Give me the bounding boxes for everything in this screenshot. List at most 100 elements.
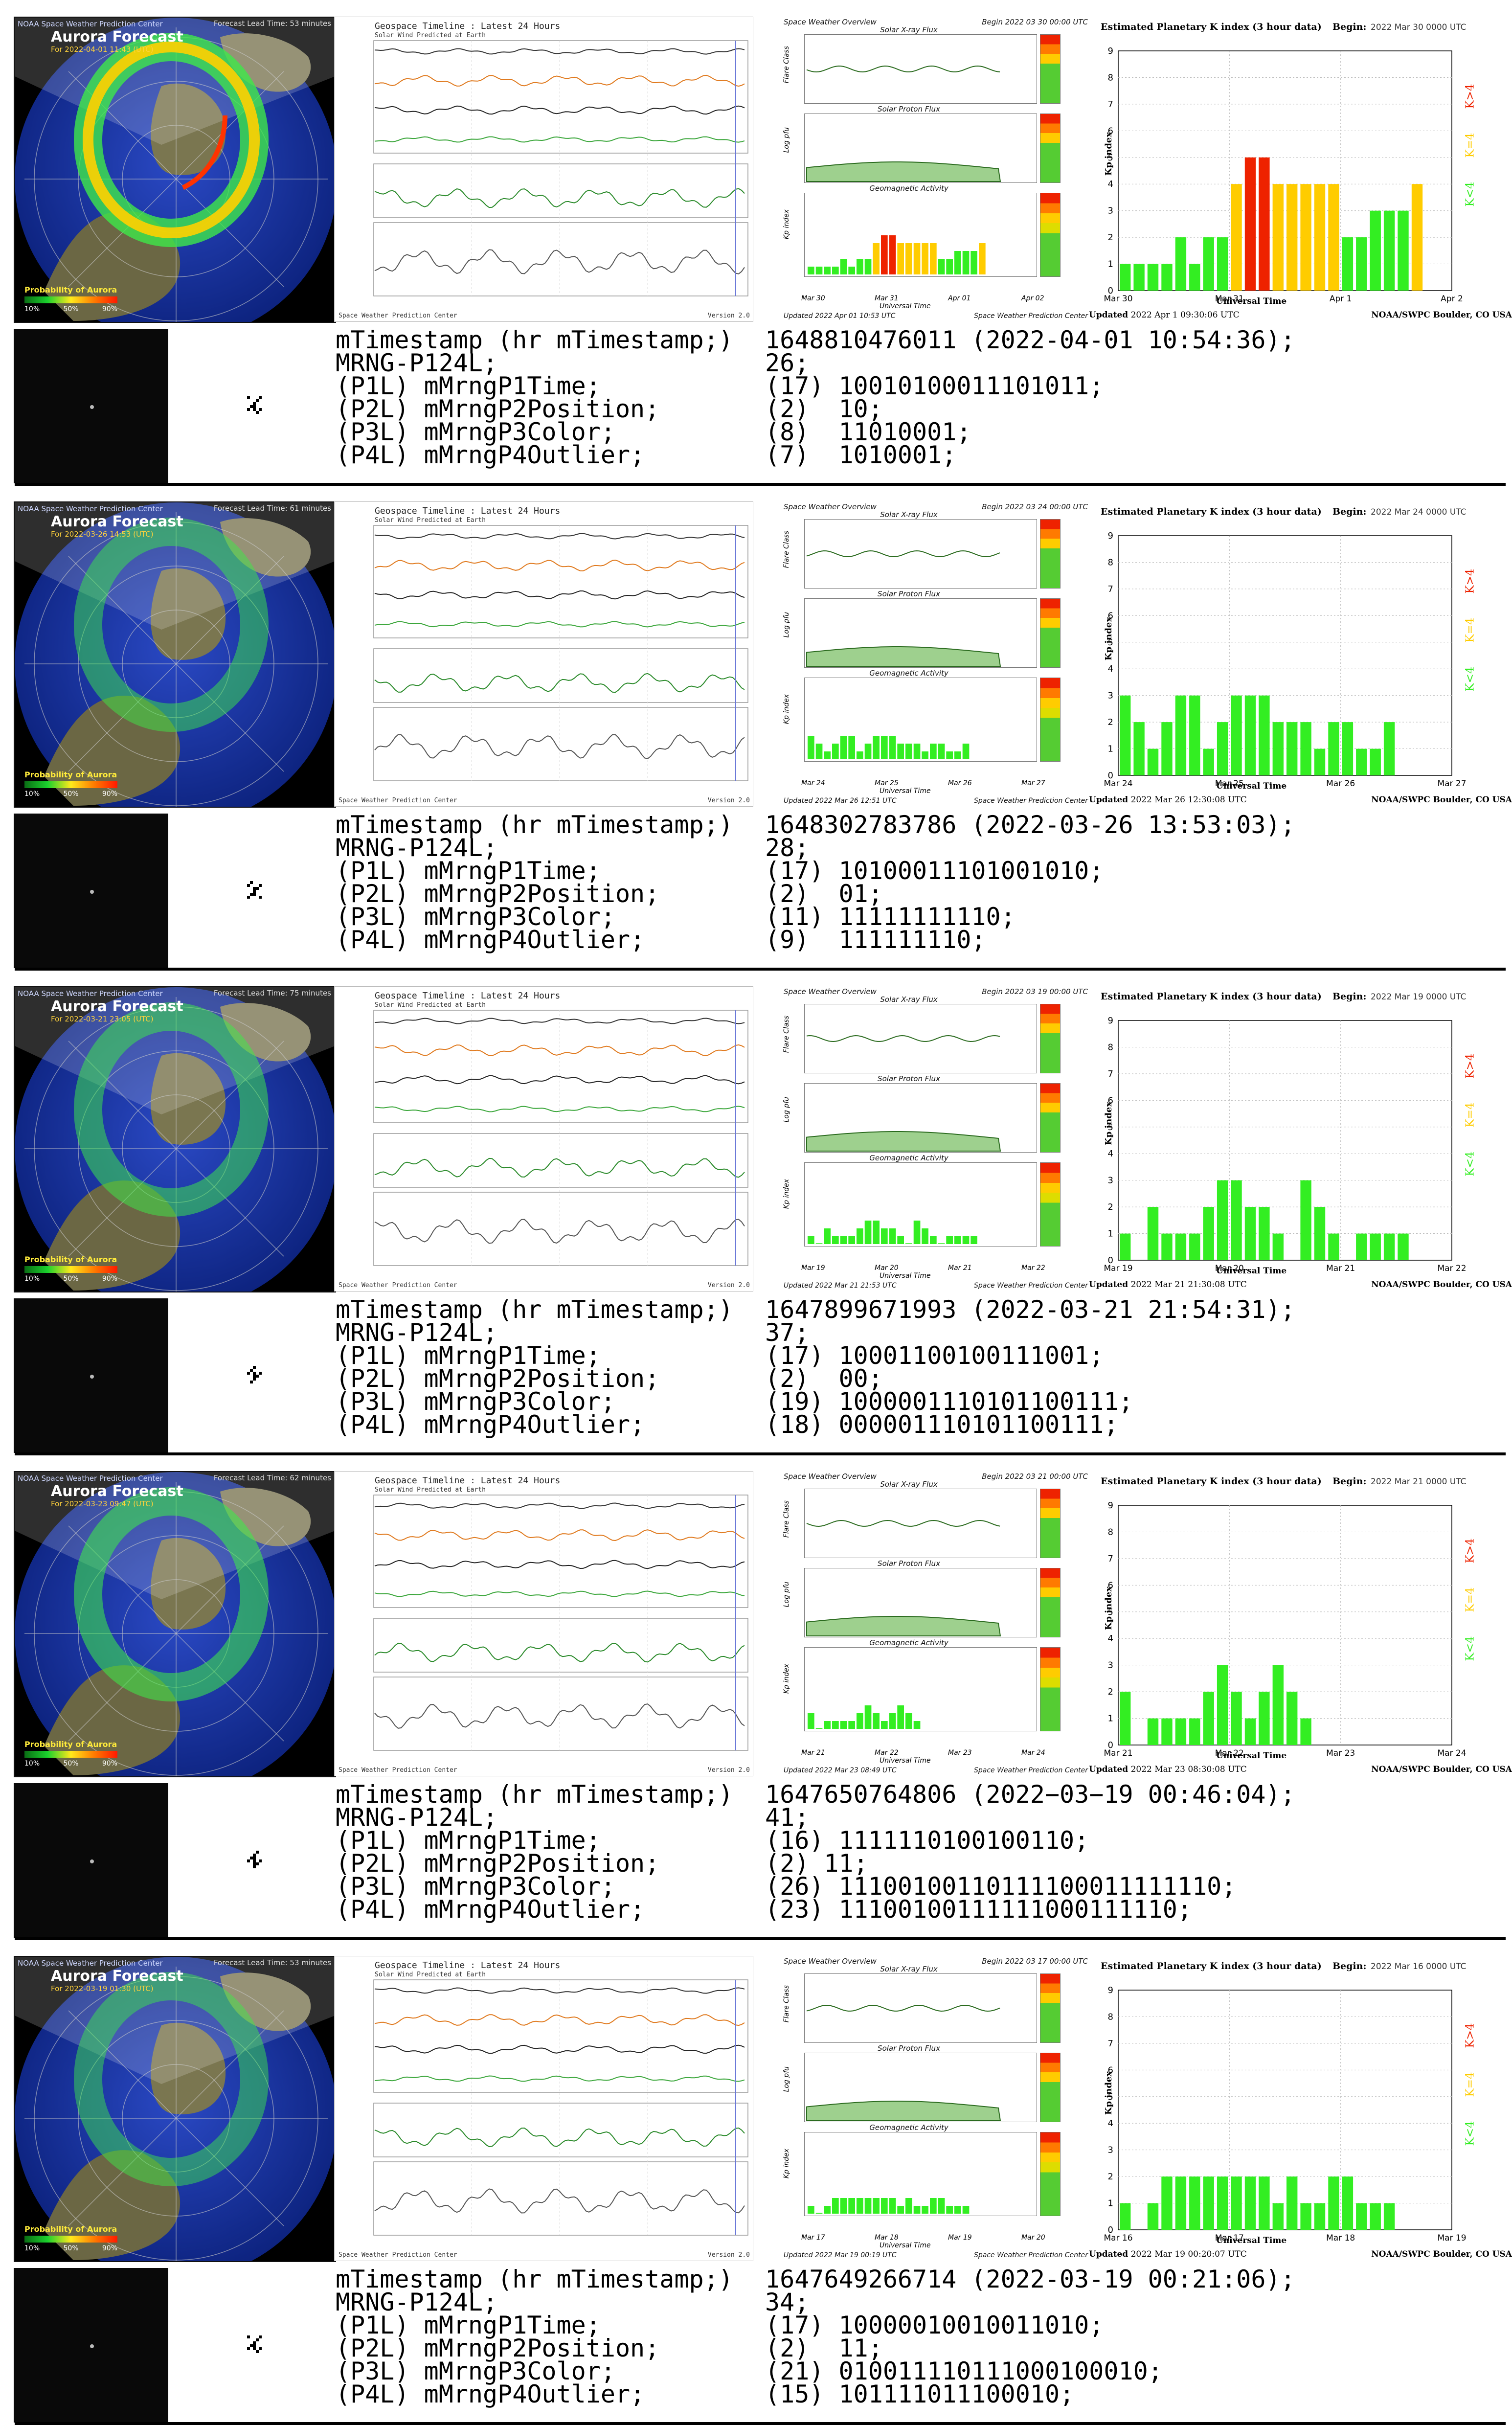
proton-plot	[804, 598, 1037, 668]
sw-begin: Begin 2022 03 24 00:00 UTC	[982, 502, 1088, 511]
probability-ticks: 10% 50% 90%	[24, 1760, 117, 1768]
kp-bar	[1356, 2203, 1367, 2230]
kp-ytick: 9	[1108, 1985, 1113, 1995]
p2-row: (P2L) mMrngP2Position; (2) 10;	[336, 395, 883, 423]
kp-bar	[1300, 184, 1311, 291]
kp-bar	[1259, 2176, 1270, 2230]
kp-bar	[1189, 1233, 1200, 1260]
kp-bar	[1286, 184, 1298, 291]
timestamp-row: mTimestamp (hr mTimestamp;) 1648302783786…	[336, 811, 1295, 839]
geomag-title: Geomagnetic Activity	[869, 1638, 948, 1647]
sw-kp-bar	[808, 267, 814, 274]
speed-trace	[374, 1044, 745, 1057]
aurora-title: Aurora Forecast	[51, 998, 183, 1015]
kp-ytick: 3	[1108, 2145, 1113, 2155]
prob-tick: 90%	[102, 2244, 117, 2252]
kp-title: Estimated Planetary K index (3 hour data…	[1101, 1961, 1322, 1972]
geomag-scale	[1040, 1647, 1061, 1731]
kp-axis: Kp index	[783, 2149, 790, 2179]
kp-xtick: Mar 27	[1437, 779, 1466, 789]
sw-kp-bar	[864, 2198, 872, 2214]
sw-kp-bar	[946, 751, 953, 759]
kp-ytick: 9	[1108, 531, 1113, 541]
sw-xlabel: Universal Time	[880, 302, 931, 310]
geospace-version: Version 2.0	[707, 797, 750, 804]
kp-legend-eq4: K=4	[1464, 133, 1477, 158]
kp-bar	[1189, 1718, 1200, 1745]
kp-bar	[1272, 1233, 1284, 1260]
xray-title: Solar X-ray Flux	[880, 510, 938, 519]
sw-kp-bar	[840, 259, 847, 274]
kp-ytick: 6	[1108, 2065, 1113, 2075]
p4-row: (P4L) mMrngP4Outlier; (15) 10111101110001…	[336, 2380, 1075, 2408]
geospace-subtitle: Solar Wind Predicted at Earth	[375, 517, 486, 524]
sw-xtick: Mar 30	[801, 295, 825, 302]
probability-ticks: 10% 50% 90%	[24, 2244, 117, 2252]
kp-bar	[1175, 237, 1187, 291]
probability-label: Probability of Aurora	[24, 770, 117, 779]
kp-legend-gt4: K>4	[1464, 2023, 1477, 2048]
kp-bar	[1231, 695, 1242, 775]
proton-plot	[804, 1083, 1037, 1153]
temperature-trace	[374, 136, 745, 143]
kp-xtick: Mar 19	[1104, 1264, 1132, 1273]
proton-scale	[1040, 1568, 1061, 1637]
kp-prediction-trace	[374, 188, 745, 208]
sw-kp-bar	[832, 2198, 839, 2214]
kp-xtick: Mar 30	[1104, 294, 1132, 304]
prob-tick: 10%	[24, 1760, 40, 1768]
kp-xtick: Mar 25	[1215, 779, 1244, 789]
proton-axis: Log pfu	[783, 127, 790, 153]
kp-ytick: 4	[1108, 179, 1113, 189]
sw-xtick: Mar 24	[801, 779, 825, 787]
sw-kp-bar	[897, 1236, 904, 1244]
kp-bar	[1133, 264, 1145, 291]
proton-axis: Log pfu	[783, 612, 790, 638]
kp-ytick: 4	[1108, 664, 1113, 674]
kp-index-chart: Estimated Planetary K index (3 hour data…	[1089, 986, 1512, 1291]
sw-kp-bar	[913, 1221, 921, 1244]
kp-updated: Updated 2022 Mar 26 12:30:08 UTC	[1089, 795, 1247, 805]
kp-bar	[1314, 2203, 1326, 2230]
kp-bar	[1411, 184, 1423, 291]
prob-tick: 50%	[63, 1275, 79, 1283]
mrng-row: MRNG-P124L; 26;	[336, 349, 810, 377]
geospace-version: Version 2.0	[707, 2251, 750, 2259]
kp-bar	[1231, 1180, 1242, 1260]
geomag-title: Geomagnetic Activity	[869, 669, 948, 678]
kp-bar	[1356, 237, 1367, 291]
kp-bar	[1398, 1233, 1409, 1260]
kp-xlabel: Universal Time	[1216, 2236, 1287, 2245]
kp-ytick: 2	[1108, 2172, 1113, 2182]
bz-trace	[374, 1018, 745, 1024]
p1-row: (P1L) mMrngP1Time; (17) 10010100011101011…	[336, 372, 1104, 400]
sw-kp-bar	[889, 1713, 896, 1729]
data-panel: NOAA Space Weather Prediction Center Aur…	[0, 1939, 1512, 2424]
prob-tick: 90%	[102, 305, 117, 313]
kp-bar	[1370, 1233, 1381, 1260]
xray-plot	[804, 1489, 1037, 1558]
kp-axis: Kp index	[783, 209, 790, 240]
sw-kp-bar	[815, 744, 823, 759]
xray-plot	[804, 34, 1037, 104]
geospace-footer: Space Weather Prediction Center	[339, 797, 457, 804]
dst-plot	[373, 2161, 748, 2236]
kp-bar	[1147, 748, 1159, 775]
kp-plot-frame	[1118, 535, 1452, 776]
p2-row: (P2L) mMrngP2Position; (2) 01;	[336, 880, 883, 908]
sw-kp-bar	[881, 2198, 888, 2214]
data-panel: NOAA Space Weather Prediction Center Aur…	[0, 1454, 1512, 1939]
aurora-lead-time: Forecast Lead Time: 62 minutes	[213, 1473, 331, 1482]
kp-bar	[1175, 2176, 1187, 2230]
geospace-timeline: Geospace Timeline : Latest 24 Hours Sola…	[334, 1471, 753, 1776]
sw-xtick: Mar 22	[875, 1749, 899, 1757]
prob-tick: 10%	[24, 2244, 40, 2252]
sw-kp-bar	[946, 2206, 953, 2214]
probability-colorbar	[24, 781, 117, 788]
xray-title: Solar X-ray Flux	[880, 25, 938, 34]
sw-kp-bar	[848, 736, 855, 759]
sw-kp-bar	[913, 1721, 921, 1729]
aurora-lead-time: Forecast Lead Time: 61 minutes	[213, 504, 331, 513]
geospace-timeline: Geospace Timeline : Latest 24 Hours Sola…	[334, 1956, 753, 2261]
aurora-forecast-map: NOAA Space Weather Prediction Center Aur…	[14, 986, 336, 1292]
